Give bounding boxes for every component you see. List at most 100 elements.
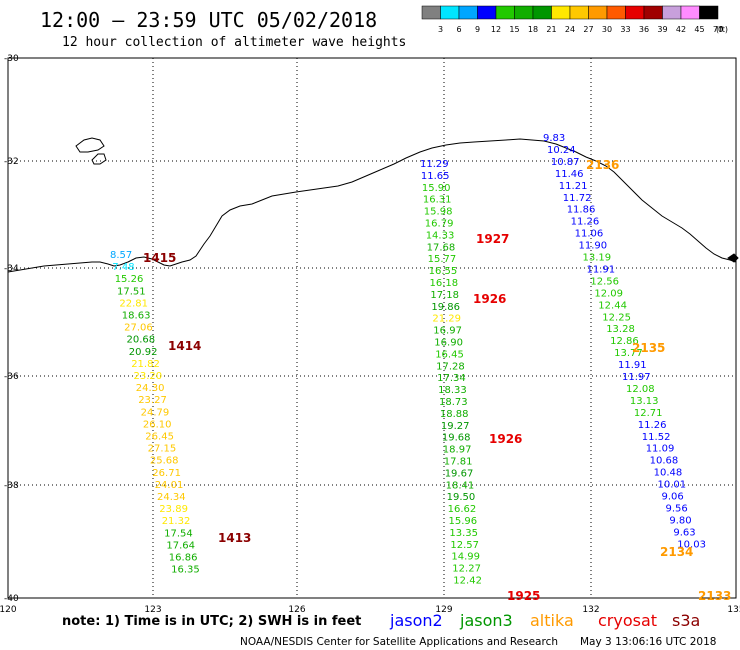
swh-value: 19.50 <box>447 492 476 503</box>
swh-value: 14.33 <box>426 230 455 241</box>
swh-value: 7.48 <box>112 262 134 273</box>
lat-tick-label: -40 <box>4 594 19 604</box>
lon-tick-label: 120 <box>0 605 17 615</box>
swh-value: 20.92 <box>129 347 158 358</box>
australia-coastline <box>7 138 737 273</box>
swh-value: 15.77 <box>428 254 457 265</box>
swh-value: 18.63 <box>122 311 151 322</box>
swh-value: 11.65 <box>421 171 450 182</box>
swh-value: 11.86 <box>567 205 596 216</box>
swh-value: 26.10 <box>143 419 172 430</box>
scale-swatch <box>514 5 534 20</box>
swh-value: 12.08 <box>626 384 655 395</box>
swh-value: 24.30 <box>136 383 165 394</box>
scale-label: 3 <box>438 25 443 34</box>
scale-swatch <box>477 5 497 20</box>
swh-value: 15.96 <box>449 516 478 527</box>
pass-time-label: 1927 <box>476 232 509 246</box>
scale-swatch <box>588 5 608 20</box>
lon-ticks: 120 123 126 129 132 135 <box>0 605 740 615</box>
swh-value: 12.42 <box>453 576 482 587</box>
scale-label: 36 <box>639 25 649 34</box>
island-small <box>91 153 107 165</box>
lon-tick-label: 129 <box>435 605 452 615</box>
satellite-legend-entry: jason3 <box>459 611 513 630</box>
map-frame <box>7 57 737 599</box>
swh-value: 10.03 <box>677 539 706 550</box>
footer-timestamp: May 3 13:06:16 UTC 2018 <box>580 636 716 648</box>
swh-value: 16.55 <box>429 266 458 277</box>
swh-value: 11.52 <box>642 432 671 443</box>
satellite-legend-entry: altika <box>530 611 574 630</box>
swh-value: 16.35 <box>171 565 200 576</box>
swh-value: 9.06 <box>662 492 684 503</box>
swh-value: 17.51 <box>117 286 146 297</box>
swh-value: 15.90 <box>422 183 451 194</box>
swh-value: 10.87 <box>551 157 580 168</box>
scale-unit: (ft) <box>716 25 728 34</box>
pass-time-label: 2134 <box>660 545 693 559</box>
swh-value: 11.21 <box>559 181 588 192</box>
pass-time-label: 1925 <box>507 589 540 603</box>
swh-value: 16.45 <box>435 349 464 360</box>
scale-label: 42 <box>676 25 686 34</box>
swh-value: 8.57 <box>110 250 132 261</box>
scale-label: 45 <box>694 25 704 34</box>
swh-value: 11.72 <box>563 193 592 204</box>
scale-swatch <box>699 5 719 20</box>
scale-swatch <box>569 5 589 20</box>
swh-value: 11.46 <box>555 169 584 180</box>
swh-value: 18.88 <box>440 409 469 420</box>
swh-value: 11.97 <box>622 372 651 383</box>
swh-value: 13.13 <box>630 396 659 407</box>
swh-value: 11.26 <box>638 420 667 431</box>
satellite-legend: jason2 jason3 altika cryosat s3a <box>389 611 700 630</box>
swh-value: 21.32 <box>162 516 191 527</box>
swh-value: 12.56 <box>590 276 619 287</box>
lon-tick-label: 132 <box>582 605 599 615</box>
scale-swatch <box>458 5 478 20</box>
swh-value: 17.64 <box>166 540 195 551</box>
swh-value: 24.79 <box>141 407 170 418</box>
pass-time-label: 1926 <box>473 292 506 306</box>
swh-value: 16.31 <box>423 195 452 206</box>
swh-value: 11.06 <box>575 229 604 240</box>
pass-time-label: 2136 <box>586 158 619 172</box>
satellite-legend-entry: cryosat <box>598 611 657 630</box>
swh-value: 23.20 <box>134 371 163 382</box>
swh-value: 24.01 <box>155 480 184 491</box>
lat-tick-label: -30 <box>4 54 19 64</box>
swh-value: 15.26 <box>115 274 144 285</box>
pass-time-label: 2135 <box>632 341 665 355</box>
pass-time-label: 1415 <box>143 251 176 265</box>
swh-value: 17.54 <box>164 528 193 539</box>
swh-value: 12.44 <box>598 300 627 311</box>
swh-value: 17.18 <box>430 290 459 301</box>
island-west <box>75 137 105 153</box>
swh-value: 12.09 <box>594 288 623 299</box>
scale-swatch <box>680 5 700 20</box>
swh-value: 9.56 <box>666 503 688 514</box>
swh-value: 13.77 <box>614 348 643 359</box>
swh-value: 23.27 <box>138 395 167 406</box>
swh-value: 16.97 <box>433 326 462 337</box>
swh-value: 10.48 <box>654 468 683 479</box>
swh-value: 19.27 <box>441 421 470 432</box>
scale-swatch <box>421 5 441 20</box>
swh-value: 11.91 <box>587 264 616 275</box>
scale-swatch <box>551 5 571 20</box>
lat-ticks: -30 -32 -34 -36 -38 -40 <box>4 54 19 604</box>
scale-label: 15 <box>509 25 519 34</box>
scale-swatch <box>532 5 552 20</box>
swh-value: 17.68 <box>427 242 456 253</box>
lat-lon-grid <box>8 58 736 598</box>
swh-value: 9.80 <box>669 515 691 526</box>
swh-value: 26.45 <box>145 432 174 443</box>
swh-value: 10.68 <box>650 456 679 467</box>
swh-value: 23.89 <box>159 504 188 515</box>
scale-label: 9 <box>475 25 480 34</box>
pass-time-label: 1414 <box>168 339 201 353</box>
satellite-legend-entry: s3a <box>672 611 700 630</box>
lon-tick-label: 126 <box>288 605 305 615</box>
lat-tick-label: -34 <box>4 264 19 274</box>
